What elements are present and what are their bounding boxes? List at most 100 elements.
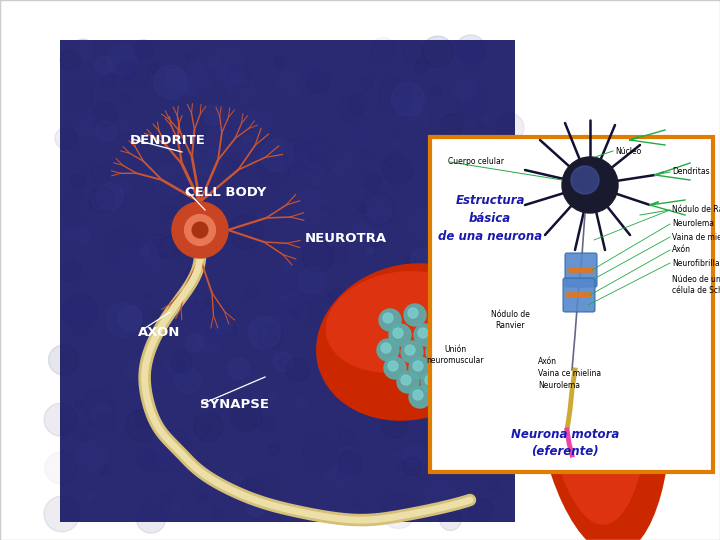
- Circle shape: [438, 420, 462, 443]
- Circle shape: [405, 256, 416, 267]
- Circle shape: [413, 361, 423, 371]
- Circle shape: [217, 122, 233, 138]
- Circle shape: [246, 107, 272, 134]
- Circle shape: [214, 107, 244, 137]
- Circle shape: [370, 415, 385, 430]
- Circle shape: [383, 313, 393, 323]
- Circle shape: [448, 375, 458, 385]
- Circle shape: [95, 56, 113, 75]
- Circle shape: [289, 152, 312, 176]
- Text: Núdeo de una
célula de Schwann: Núdeo de una célula de Schwann: [672, 275, 720, 295]
- Circle shape: [429, 309, 451, 331]
- Circle shape: [366, 247, 373, 254]
- Circle shape: [140, 246, 149, 255]
- Text: (eferente): (eferente): [531, 444, 599, 457]
- Circle shape: [202, 424, 211, 434]
- Circle shape: [159, 429, 191, 461]
- Circle shape: [377, 339, 399, 361]
- Circle shape: [329, 246, 347, 264]
- Circle shape: [171, 503, 180, 512]
- Circle shape: [76, 228, 91, 243]
- Circle shape: [329, 428, 352, 451]
- Circle shape: [135, 403, 161, 428]
- Circle shape: [447, 321, 469, 343]
- Circle shape: [214, 315, 233, 334]
- Circle shape: [482, 401, 491, 411]
- Circle shape: [297, 302, 323, 327]
- Circle shape: [451, 325, 461, 335]
- Circle shape: [356, 338, 366, 346]
- Circle shape: [172, 202, 228, 258]
- Circle shape: [171, 352, 192, 373]
- Circle shape: [230, 77, 256, 103]
- Circle shape: [186, 53, 194, 62]
- Circle shape: [141, 451, 163, 472]
- Circle shape: [457, 86, 480, 109]
- Circle shape: [408, 208, 440, 240]
- Circle shape: [381, 411, 408, 438]
- Circle shape: [172, 360, 185, 373]
- Circle shape: [301, 125, 330, 155]
- Circle shape: [379, 309, 401, 331]
- Circle shape: [238, 136, 264, 162]
- Circle shape: [413, 390, 423, 400]
- Text: Axón: Axón: [672, 246, 691, 254]
- Circle shape: [495, 113, 524, 141]
- Circle shape: [234, 475, 243, 483]
- Circle shape: [369, 115, 405, 151]
- Circle shape: [469, 282, 485, 298]
- Circle shape: [114, 247, 148, 281]
- Circle shape: [397, 371, 419, 393]
- Text: SYNAPSE: SYNAPSE: [200, 399, 269, 411]
- Circle shape: [231, 401, 262, 432]
- Circle shape: [72, 222, 93, 242]
- Circle shape: [398, 383, 415, 400]
- Circle shape: [183, 83, 196, 96]
- Circle shape: [174, 221, 186, 234]
- Circle shape: [473, 341, 483, 351]
- Circle shape: [461, 361, 471, 371]
- Circle shape: [338, 451, 361, 475]
- Circle shape: [60, 50, 81, 70]
- Circle shape: [393, 112, 416, 135]
- Circle shape: [401, 341, 423, 363]
- Text: Cuerpo celular: Cuerpo celular: [448, 158, 504, 166]
- Text: CELL BODY: CELL BODY: [185, 186, 266, 199]
- Circle shape: [493, 406, 515, 427]
- Circle shape: [454, 80, 476, 102]
- Circle shape: [243, 135, 251, 144]
- Circle shape: [234, 406, 258, 429]
- Circle shape: [409, 422, 444, 457]
- Circle shape: [81, 192, 113, 224]
- Circle shape: [212, 508, 223, 518]
- Circle shape: [359, 204, 367, 213]
- Circle shape: [283, 294, 289, 301]
- Circle shape: [353, 374, 379, 400]
- Circle shape: [492, 329, 510, 347]
- FancyBboxPatch shape: [565, 253, 597, 287]
- Circle shape: [48, 345, 78, 375]
- Circle shape: [464, 324, 486, 346]
- Circle shape: [430, 345, 440, 355]
- Circle shape: [409, 357, 431, 379]
- Circle shape: [440, 509, 462, 531]
- Bar: [430, 137, 713, 472]
- Circle shape: [233, 159, 246, 173]
- Circle shape: [388, 361, 398, 371]
- Circle shape: [158, 236, 181, 260]
- Circle shape: [300, 139, 336, 174]
- Circle shape: [186, 267, 199, 281]
- Circle shape: [274, 57, 285, 68]
- Circle shape: [289, 310, 297, 317]
- FancyBboxPatch shape: [563, 278, 595, 312]
- Circle shape: [61, 261, 81, 281]
- Circle shape: [391, 48, 407, 64]
- Circle shape: [274, 352, 292, 371]
- Circle shape: [510, 268, 519, 278]
- Circle shape: [298, 267, 325, 294]
- Circle shape: [347, 94, 366, 114]
- Circle shape: [89, 187, 114, 213]
- Circle shape: [571, 166, 599, 194]
- Circle shape: [205, 127, 236, 158]
- Circle shape: [404, 304, 426, 326]
